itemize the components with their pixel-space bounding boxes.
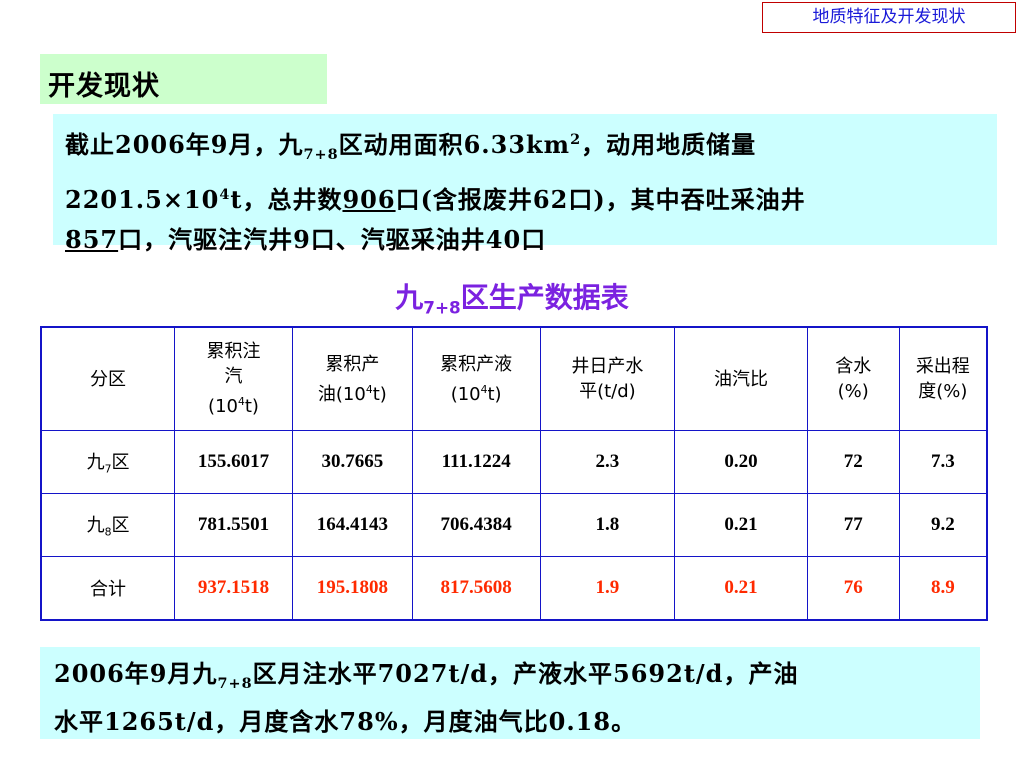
intro-superscript: 4 [219, 185, 231, 203]
table-cell: 706.4384 [411, 493, 541, 557]
table-cell: 77 [806, 493, 900, 557]
total-cell: 937.1518 [174, 556, 293, 621]
total-cell: 8.9 [898, 556, 988, 621]
table-cell: 0.20 [674, 430, 808, 494]
table-total-row: 合计 937.1518 195.1808 817.5608 1.9 0.21 7… [40, 556, 988, 621]
zone-cell: 九8区 [40, 493, 176, 557]
note-text: 区月注水平7027t/d，产液水平5692t/d，产油 [252, 659, 799, 688]
production-data-table: 分区 累积注汽 (104t) 累积产 油(104t) 累积产液 (104t) 井日产水… [40, 326, 988, 621]
zone-cell: 合计 [40, 556, 176, 621]
table-cell: 155.6017 [174, 430, 293, 494]
table-title: 九7+8区生产数据表 [0, 276, 1024, 318]
table-cell: 781.5501 [174, 493, 293, 557]
header-cum-steam: 累积注汽 (104t) [174, 326, 293, 431]
summary-note-box: 2006年9月九7+8区月注水平7027t/d，产液水平5692t/d，产油 水… [40, 647, 980, 739]
table-cell: 164.4143 [291, 493, 413, 557]
header-daily-water: 井日产水 平(t/d) [539, 326, 676, 431]
section-title: 开发现状 [48, 71, 160, 102]
intro-text: 口，汽驱注汽井9口、汽驱采油井40口 [118, 224, 547, 254]
table-row: 九7区 155.6017 30.7665 111.1224 2.3 0.20 7… [40, 430, 988, 494]
huff-wells-value: 857 [65, 224, 119, 254]
table-title-text: 九 [395, 281, 424, 314]
section-header: 开发现状 [40, 54, 327, 104]
intro-text: t，总井数 [230, 184, 343, 214]
header-zone: 分区 [40, 326, 176, 431]
note-text: 2006年9月九 [54, 659, 218, 688]
table-title-text: 区生产数据表 [460, 281, 629, 314]
wells-total-value: 906 [342, 184, 396, 214]
header-water-cut: 含水 (%) [806, 326, 900, 431]
section-tag: 地质特征及开发现状 [762, 2, 1016, 33]
table-cell: 72 [806, 430, 900, 494]
note-subscript: 7+8 [217, 674, 253, 692]
header-cum-liquid: 累积产液 (104t) [411, 326, 541, 431]
table-cell: 0.21 [674, 493, 808, 557]
table-cell: 30.7665 [291, 430, 413, 494]
table-row: 九8区 781.5501 164.4143 706.4384 1.8 0.21 … [40, 493, 988, 557]
intro-text: 2201.5×10 [65, 184, 220, 214]
intro-text: 截止2006年9月，九 [65, 130, 304, 159]
total-cell: 195.1808 [291, 556, 413, 621]
intro-text-box: 截止2006年9月，九7+8区动用面积6.33km2，动用地质储量 2201.5… [53, 114, 997, 254]
header-oil-steam-ratio: 油汽比 [674, 326, 808, 431]
intro-text: ，动用地质储量 [581, 130, 757, 159]
table-title-subscript: 7+8 [423, 297, 461, 318]
table-cell: 7.3 [898, 430, 988, 494]
intro-text: 口(含报废井62口)，其中吞吐采油井 [395, 184, 806, 214]
total-cell: 1.9 [539, 556, 676, 621]
table-cell: 2.3 [539, 430, 676, 494]
table-cell: 111.1224 [411, 430, 541, 494]
table-cell: 9.2 [898, 493, 988, 557]
total-cell: 0.21 [674, 556, 808, 621]
header-recovery: 采出程 度(%) [898, 326, 988, 431]
intro-text: 区动用面积6.33km [338, 130, 571, 159]
note-text: 水平1265t/d，月度含水78%，月度油气比0.18。 [54, 706, 637, 736]
intro-superscript: 2 [570, 131, 582, 148]
zone-cell: 九7区 [40, 430, 176, 494]
intro-subscript: 7+8 [303, 145, 339, 163]
table-cell: 1.8 [539, 493, 676, 557]
table-header-row: 分区 累积注汽 (104t) 累积产 油(104t) 累积产液 (104t) 井日产水… [40, 326, 988, 431]
total-cell: 76 [806, 556, 900, 621]
header-cum-oil: 累积产 油(104t) [291, 326, 413, 431]
total-cell: 817.5608 [411, 556, 541, 621]
